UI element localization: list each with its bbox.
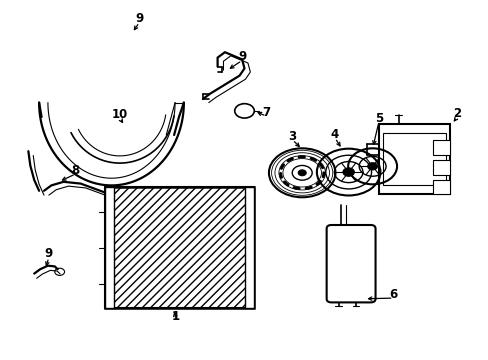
Text: 5: 5 <box>374 112 382 125</box>
Circle shape <box>298 170 305 176</box>
Bar <box>382 133 445 185</box>
Text: 9: 9 <box>135 12 143 25</box>
Text: 7: 7 <box>262 106 270 119</box>
Text: 9: 9 <box>238 50 245 63</box>
Text: 8: 8 <box>72 164 80 177</box>
Text: 6: 6 <box>389 288 397 301</box>
Bar <box>432 180 449 194</box>
Circle shape <box>367 163 377 170</box>
Text: 3: 3 <box>288 130 296 143</box>
Bar <box>378 124 449 194</box>
Bar <box>432 160 449 175</box>
Text: 10: 10 <box>111 108 128 121</box>
Bar <box>432 140 449 155</box>
Text: 4: 4 <box>330 128 338 141</box>
Text: 9: 9 <box>45 247 53 260</box>
Bar <box>105 187 254 308</box>
FancyBboxPatch shape <box>326 225 375 302</box>
Bar <box>105 187 114 308</box>
Bar <box>105 187 254 308</box>
Text: 2: 2 <box>452 107 460 120</box>
Bar <box>105 187 254 308</box>
Bar <box>245 187 254 308</box>
Circle shape <box>342 168 354 176</box>
Text: 1: 1 <box>172 310 180 323</box>
